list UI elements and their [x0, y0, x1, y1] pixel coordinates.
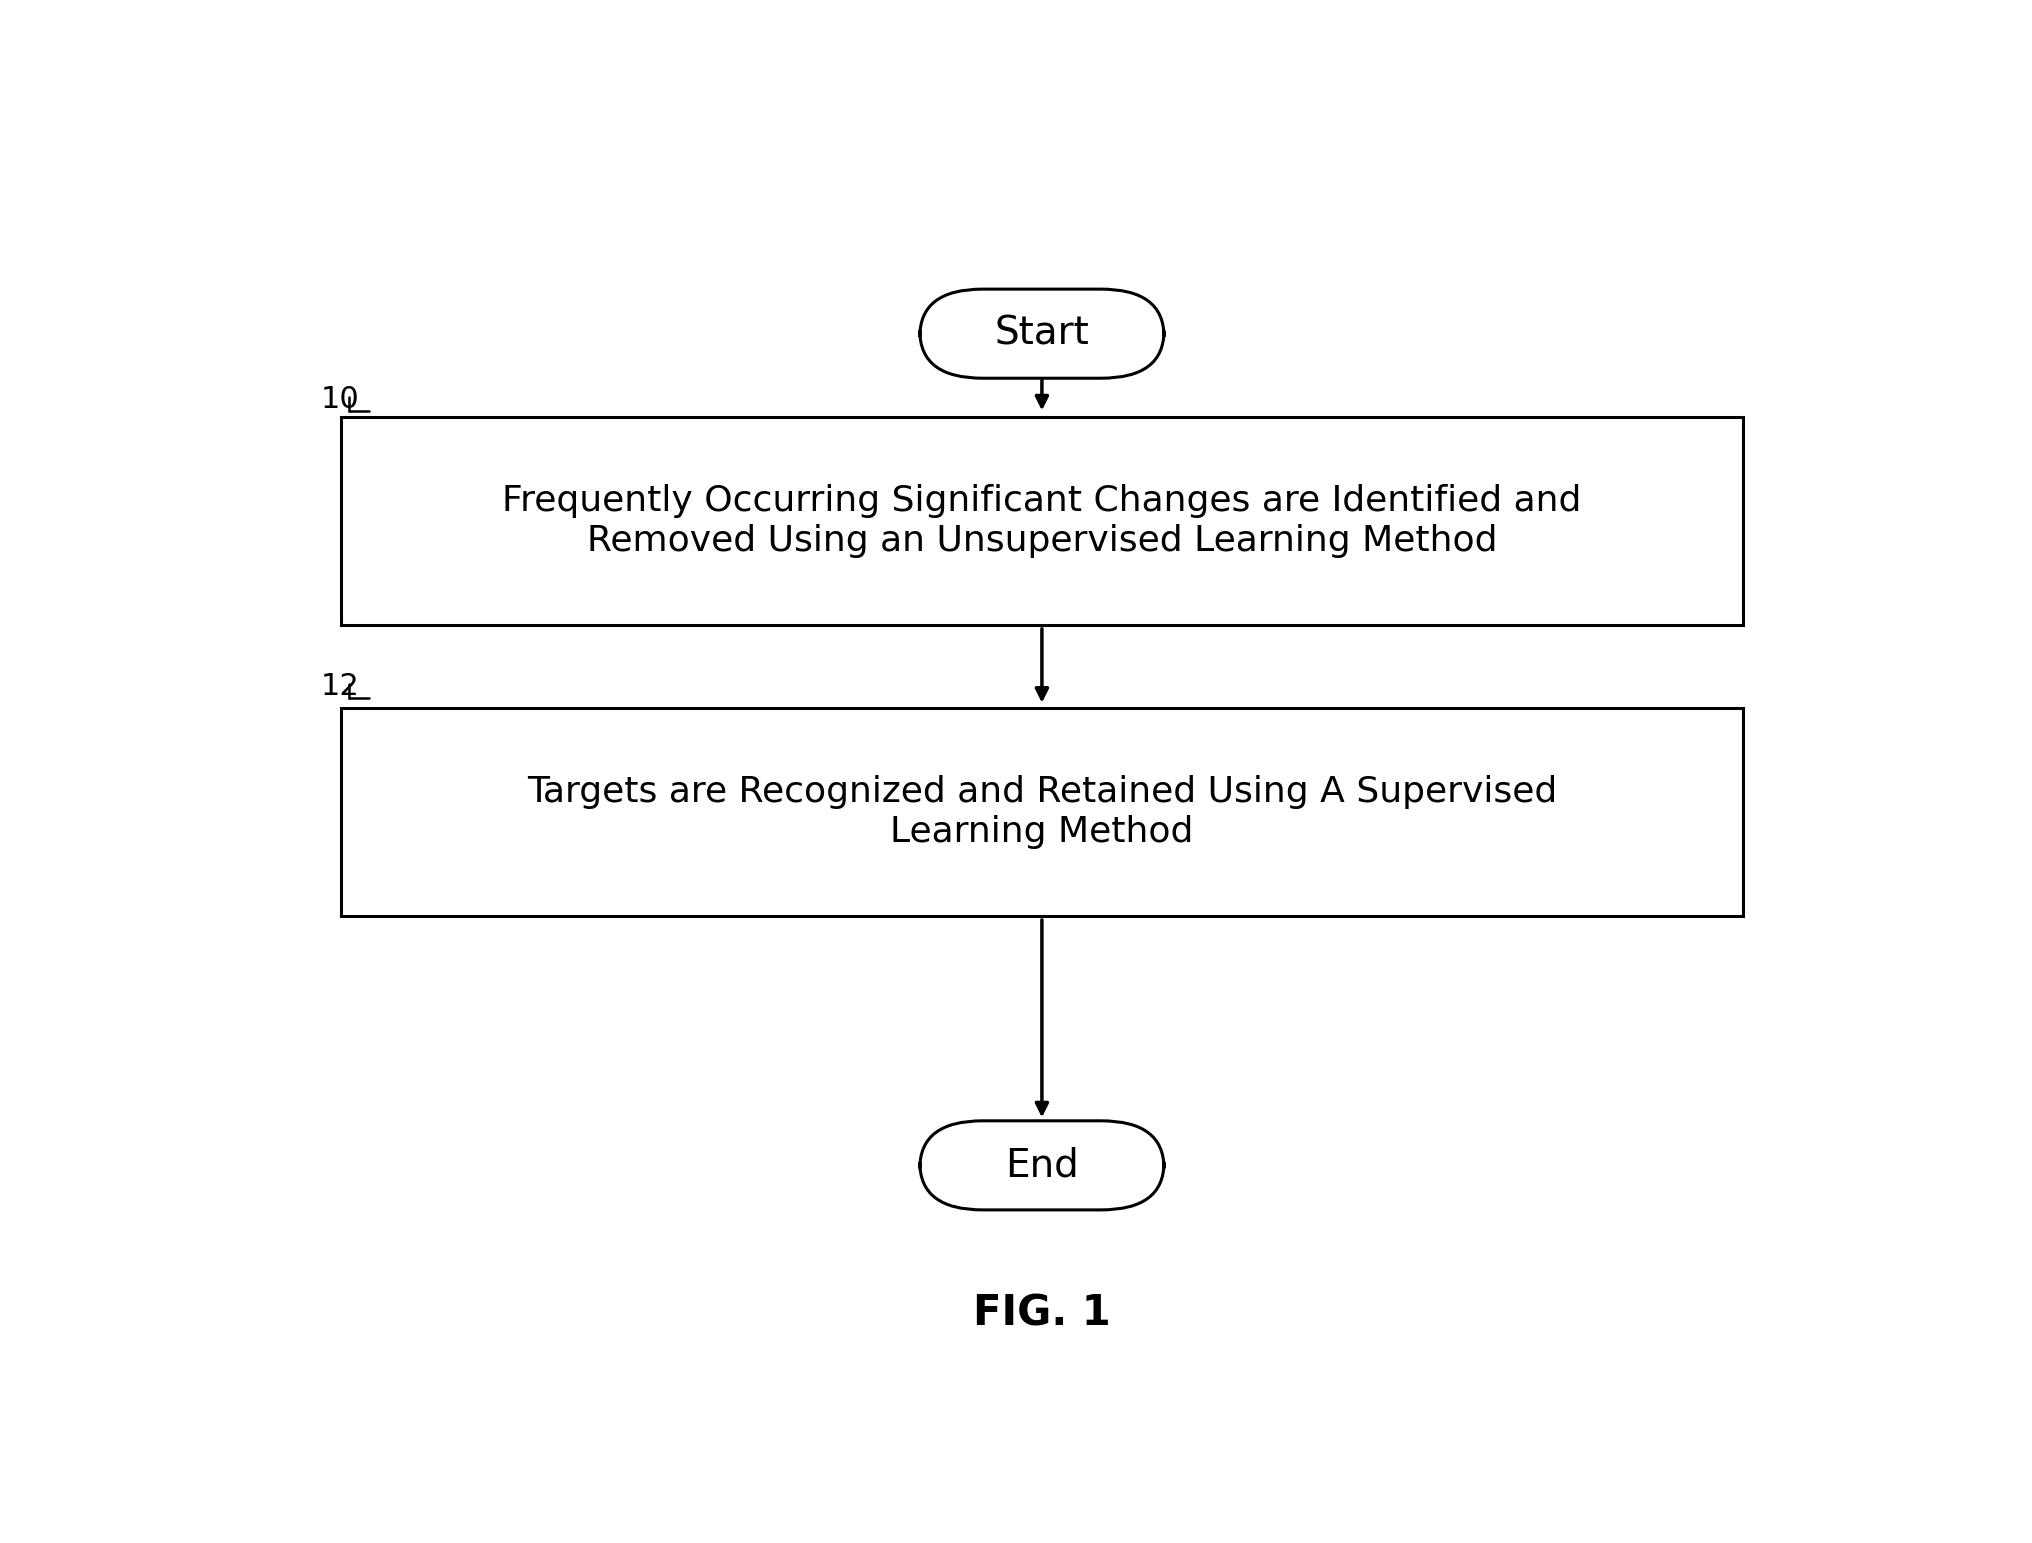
Text: End: End	[1004, 1146, 1079, 1185]
Text: Targets are Recognized and Retained Using A Supervised
Learning Method: Targets are Recognized and Retained Usin…	[526, 775, 1557, 849]
FancyBboxPatch shape	[918, 289, 1164, 378]
Text: 10: 10	[321, 384, 360, 414]
Text: 12: 12	[321, 673, 360, 701]
Text: Frequently Occurring Significant Changes are Identified and
Removed Using an Uns: Frequently Occurring Significant Changes…	[502, 485, 1581, 557]
FancyBboxPatch shape	[918, 1120, 1164, 1210]
Text: FIG. 1: FIG. 1	[973, 1293, 1109, 1335]
Text: Start: Start	[994, 315, 1089, 353]
FancyBboxPatch shape	[341, 708, 1741, 917]
FancyBboxPatch shape	[341, 417, 1741, 625]
